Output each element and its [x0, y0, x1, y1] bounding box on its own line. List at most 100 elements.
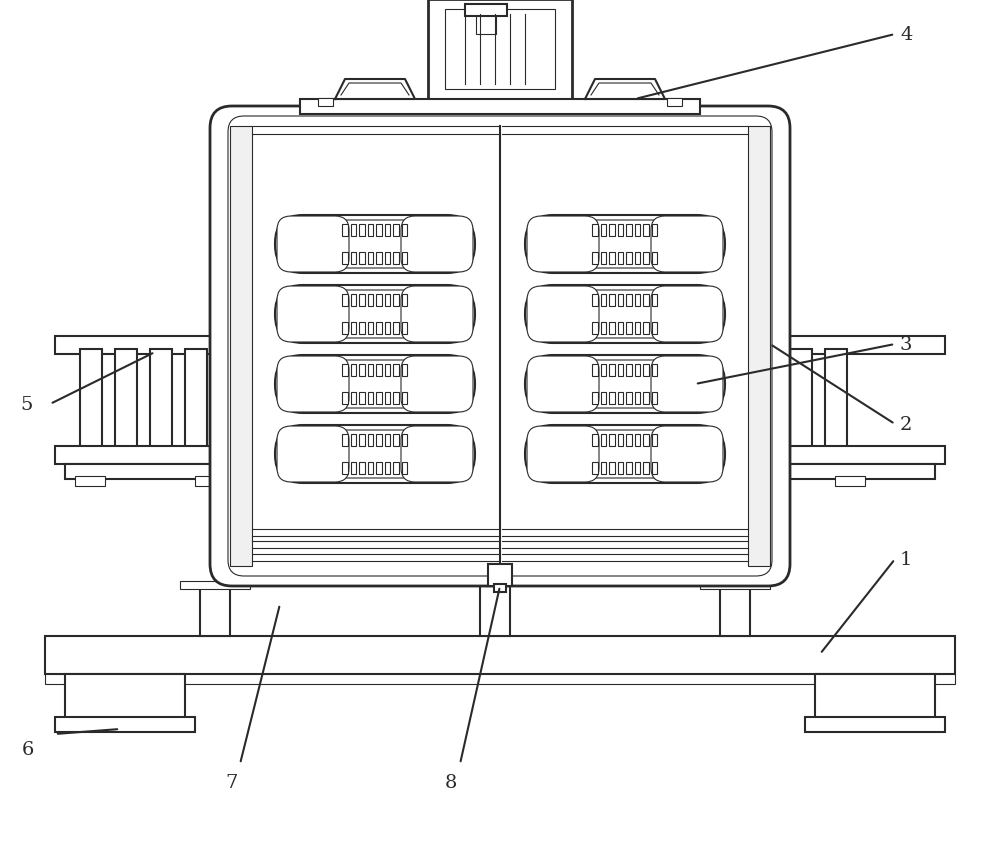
Bar [755, 349, 777, 454]
Bar [635, 295, 640, 306]
Bar [393, 463, 398, 474]
Bar [359, 225, 365, 236]
Bar [618, 322, 623, 334]
Bar [368, 225, 373, 236]
Bar [351, 435, 356, 446]
Bar [55, 717, 195, 732]
Bar [384, 252, 390, 265]
FancyBboxPatch shape [275, 285, 475, 344]
Bar [342, 463, 348, 474]
Bar [635, 463, 640, 474]
Bar [200, 587, 230, 636]
Bar [600, 435, 606, 446]
Bar [825, 349, 847, 454]
Bar [715, 476, 745, 486]
FancyBboxPatch shape [228, 116, 772, 576]
FancyBboxPatch shape [525, 216, 725, 273]
Bar [376, 225, 382, 236]
FancyBboxPatch shape [283, 290, 467, 338]
Bar [609, 435, 614, 446]
Bar [592, 322, 598, 334]
FancyBboxPatch shape [525, 285, 725, 344]
Bar [368, 365, 373, 376]
Bar [600, 322, 606, 334]
Bar [351, 252, 356, 265]
FancyBboxPatch shape [283, 221, 467, 268]
Bar [652, 252, 657, 265]
Bar [376, 365, 382, 376]
Bar [667, 99, 682, 107]
Text: 2: 2 [900, 415, 912, 434]
Bar [230, 127, 252, 566]
Bar [368, 295, 373, 306]
Bar [402, 365, 407, 376]
Bar [342, 295, 348, 306]
Bar [180, 582, 250, 589]
Polygon shape [335, 80, 415, 100]
Bar [609, 322, 614, 334]
Bar [643, 252, 648, 265]
Bar [643, 322, 648, 334]
FancyBboxPatch shape [401, 287, 473, 343]
Bar [195, 476, 225, 486]
Bar [609, 365, 614, 376]
Bar [393, 392, 398, 404]
FancyBboxPatch shape [527, 287, 599, 343]
Text: 7: 7 [225, 773, 237, 791]
Bar [600, 365, 606, 376]
Bar [65, 464, 295, 479]
Bar [376, 463, 382, 474]
Bar [445, 10, 555, 90]
FancyBboxPatch shape [651, 287, 723, 343]
Bar [652, 463, 657, 474]
Bar [393, 435, 398, 446]
Bar [359, 463, 365, 474]
Bar [626, 295, 632, 306]
Polygon shape [585, 80, 665, 100]
FancyBboxPatch shape [283, 360, 467, 408]
Bar [609, 252, 614, 265]
Bar [618, 435, 623, 446]
FancyBboxPatch shape [401, 217, 473, 273]
Bar [652, 365, 657, 376]
Bar [600, 295, 606, 306]
Bar [600, 463, 606, 474]
FancyBboxPatch shape [275, 216, 475, 273]
Bar [592, 392, 598, 404]
Bar [652, 392, 657, 404]
Bar [368, 463, 373, 474]
Bar [635, 322, 640, 334]
Bar [626, 435, 632, 446]
Bar [351, 322, 356, 334]
Bar [359, 392, 365, 404]
Bar [643, 392, 648, 404]
Bar [45, 674, 955, 684]
Bar [342, 435, 348, 446]
Bar [342, 225, 348, 236]
FancyBboxPatch shape [527, 426, 599, 483]
Bar [359, 295, 365, 306]
Bar [626, 365, 632, 376]
Text: 4: 4 [900, 26, 912, 44]
Bar [618, 392, 623, 404]
FancyBboxPatch shape [277, 356, 349, 413]
Bar [643, 295, 648, 306]
FancyBboxPatch shape [283, 430, 467, 479]
Bar [609, 392, 614, 404]
FancyBboxPatch shape [527, 356, 599, 413]
Bar [700, 582, 770, 589]
Bar [592, 225, 598, 236]
Bar [150, 349, 172, 454]
Bar [486, 571, 504, 587]
Bar [748, 127, 770, 566]
Bar [695, 337, 945, 354]
Bar [428, 0, 572, 110]
Bar [402, 225, 407, 236]
Bar [351, 225, 356, 236]
Bar [626, 463, 632, 474]
Bar [393, 225, 398, 236]
Bar [695, 446, 945, 464]
Bar [351, 365, 356, 376]
Bar [384, 322, 390, 334]
Bar [402, 463, 407, 474]
